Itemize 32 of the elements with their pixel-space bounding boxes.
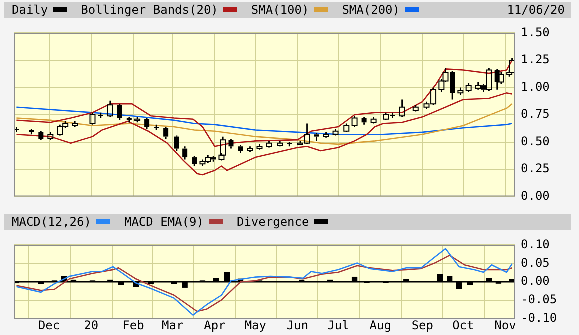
x-tick-label: Feb (122, 318, 144, 332)
y-tick-label: -0.10 (521, 311, 558, 326)
x-tick-label: May (244, 318, 267, 332)
x-tick-label: Oct (452, 318, 474, 332)
y-tick-label: -0.05 (521, 292, 558, 307)
y-tick-label: 0.10 (521, 237, 550, 252)
x-tick-label: Apr (204, 318, 226, 332)
y-tick-label: 0.25 (521, 162, 550, 176)
y-tick-label: 0.00 (521, 274, 550, 288)
y-tick-label: 0.05 (521, 256, 550, 270)
x-tick-label: Sep (412, 318, 434, 332)
legend-label: SMA(100) (251, 3, 310, 17)
legend-label: MACD EMA(9) (124, 215, 204, 229)
x-tick-label: Dec (38, 318, 60, 332)
y-tick-label: 1.25 (521, 52, 550, 67)
x-tick-label: Aug (370, 318, 392, 332)
x-tick-label: Jun (286, 318, 309, 332)
y-tick-label: 0.50 (521, 134, 550, 148)
y-tick-label: 0.00 (521, 188, 550, 203)
legend-label: Daily (12, 3, 48, 17)
x-tick-label: Nov (494, 318, 516, 332)
legend-label: Bollinger Bands(20) (81, 3, 218, 17)
y-tick-label: 0.75 (521, 107, 550, 122)
legend-label: Divergence (236, 215, 310, 229)
legend-label: SMA(200) (342, 3, 400, 17)
x-tick-label: 20 (84, 318, 99, 332)
chart-subtitle: 11/06/20 (507, 2, 565, 18)
x-tick-label: Jul (328, 318, 350, 332)
y-tick-label: 1.50 (521, 25, 550, 40)
legend-label: MACD(12,26) (12, 215, 92, 229)
y-tick-label: 1.00 (521, 80, 550, 94)
x-tick-label: Mar (162, 318, 184, 332)
